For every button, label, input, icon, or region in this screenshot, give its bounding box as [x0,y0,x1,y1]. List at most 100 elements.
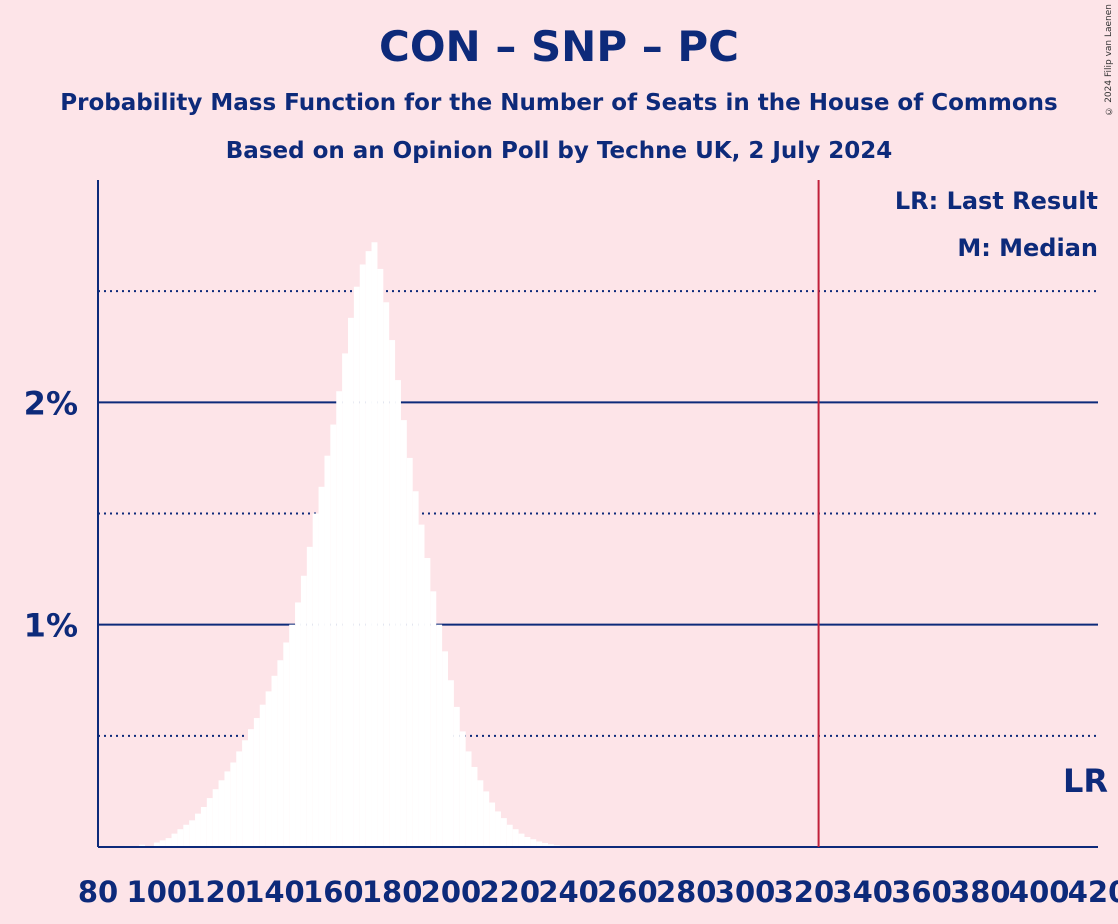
bar [524,836,531,847]
bar [200,806,207,847]
bar [377,268,384,847]
bar [477,780,484,847]
x-tick-label: 300 [715,875,776,909]
x-tick-label: 100 [127,875,188,909]
bar [353,286,360,848]
bar [236,751,243,847]
bar [348,317,354,847]
legend-last-result: LR: Last Result [895,187,1098,215]
x-tick-label: 260 [597,875,658,909]
bar [295,602,301,847]
bar [371,242,378,848]
last-result-marker: LR [1063,762,1108,800]
y-tick-label: 2% [24,384,78,422]
bar [383,302,390,847]
bar [312,513,319,847]
bar [159,840,166,847]
bar [506,824,513,847]
bar [500,818,507,847]
bar [253,718,260,847]
bar [536,841,543,847]
bar [283,642,290,847]
chart-title: CON – SNP – PC [379,22,739,71]
bar [230,762,237,847]
x-tick-label: 140 [244,875,305,909]
bar [548,844,554,847]
bar [271,675,278,847]
bar [277,660,284,847]
x-tick-label: 280 [656,875,717,909]
y-tick-label: 1% [24,607,78,645]
bar [183,824,190,847]
bar [165,838,172,847]
x-tick-label: 160 [303,875,364,909]
bar [139,844,146,847]
bar [436,624,443,847]
x-tick-label: 400 [1009,875,1070,909]
bar [389,340,396,847]
bar [400,420,407,847]
x-tick-label: 240 [538,875,599,909]
bar [459,731,466,847]
bar [395,380,401,847]
y-tick-labels: 1% 2% [24,384,78,644]
bar [324,455,331,847]
bar [530,839,537,847]
grid-lines [98,290,1098,737]
bar [412,491,419,847]
bar [177,829,184,847]
bar [512,829,519,847]
bar [483,791,490,847]
bar [242,740,248,847]
bar [489,802,496,847]
bar [342,353,348,847]
bar [330,424,337,847]
x-tick-label: 80 [78,875,118,909]
bar [189,820,196,847]
chart-subtitle: Probability Mass Function for the Number… [60,90,1058,116]
bar [442,651,448,847]
bar [306,546,313,847]
bar [153,842,160,847]
bar [171,833,178,847]
bar [195,813,201,847]
bar [495,811,501,847]
x-tick-label: 180 [362,875,423,909]
bar [418,524,425,847]
bar [206,798,213,847]
x-tick-label: 360 [891,875,952,909]
x-tick-label: 380 [950,875,1011,909]
axes [97,180,1098,848]
bar [224,771,231,847]
bar [259,704,266,847]
bar [336,391,343,847]
x-tick-label: 200 [421,875,482,909]
bar [365,251,372,847]
bar [424,557,431,847]
bars [124,242,601,848]
bar [406,457,413,847]
bar [430,591,437,847]
x-tick-label: 120 [185,875,246,909]
bar [265,691,272,847]
x-tick-label: 220 [479,875,540,909]
bar [465,751,472,847]
bar [318,486,325,847]
x-tick-label: 320 [774,875,835,909]
bar [518,833,525,847]
bar [212,789,219,847]
bar [218,780,225,847]
bar [359,264,366,847]
chart-subtitle-source: Based on an Opinion Poll by Techne UK, 2… [225,138,893,164]
bar [448,680,454,847]
bar [248,729,254,847]
bar [542,842,548,847]
bar [471,766,478,847]
bar [289,624,296,847]
bar [453,706,460,847]
legend-median: M: Median [957,234,1098,262]
x-tick-label: 340 [832,875,893,909]
x-tick-labels: 80 10012014016018020022024026028030032034… [78,875,1118,909]
bar [300,575,307,847]
